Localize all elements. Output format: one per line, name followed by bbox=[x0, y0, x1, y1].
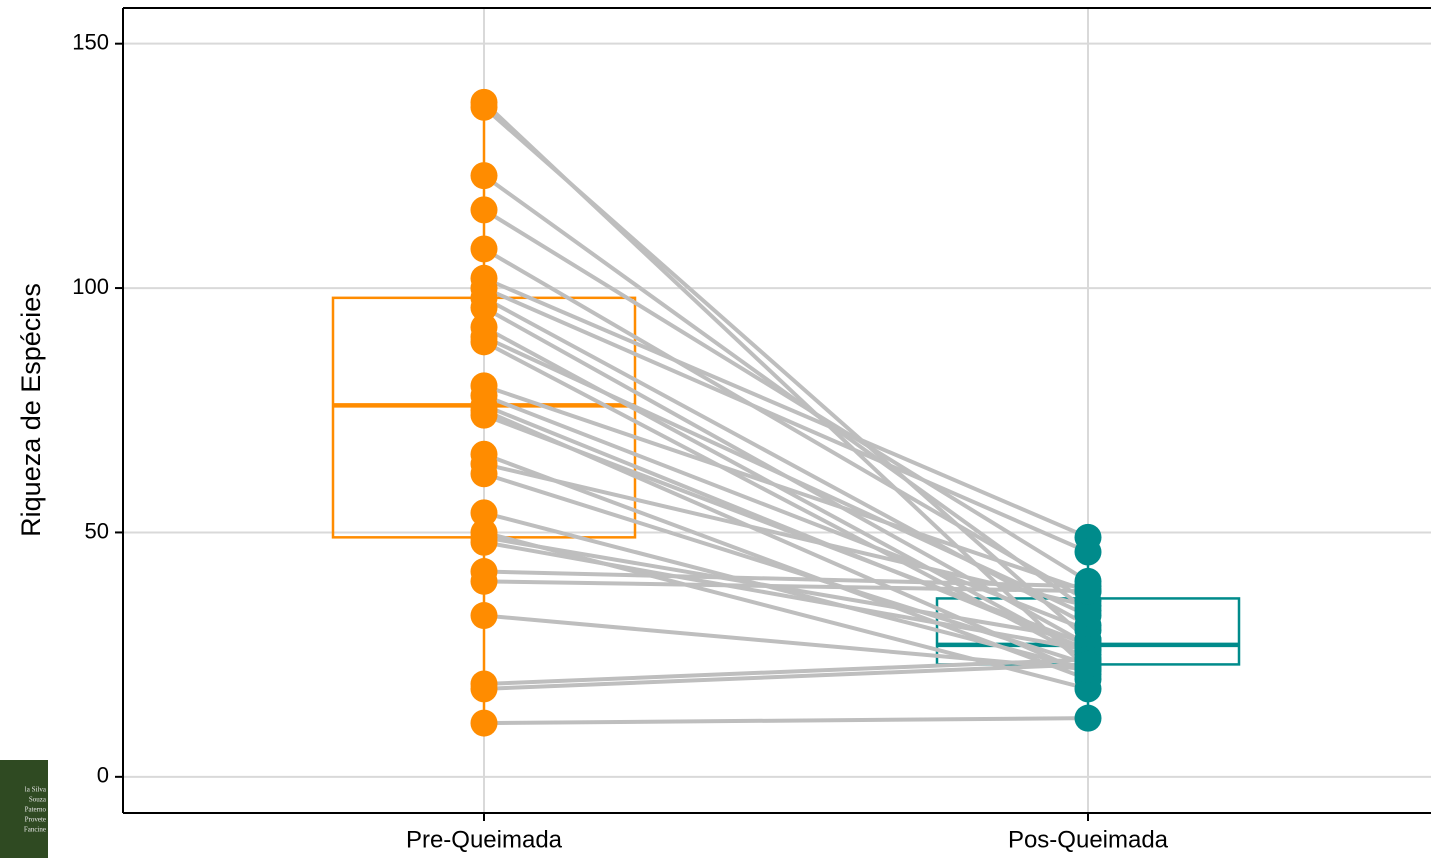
point bbox=[471, 402, 498, 429]
point bbox=[471, 710, 498, 737]
point bbox=[471, 162, 498, 189]
chart: Riqueza de Espécies la Silva Souza Paterno… bbox=[0, 0, 1431, 858]
point bbox=[1075, 578, 1102, 605]
y-axis-label: Riqueza de Espécies bbox=[16, 283, 46, 537]
point bbox=[471, 529, 498, 556]
point bbox=[471, 675, 498, 702]
point bbox=[1075, 538, 1102, 565]
y-tick-label: 100 bbox=[72, 274, 109, 299]
thumbnail-text: Fancine bbox=[24, 826, 46, 834]
point bbox=[471, 460, 498, 487]
x-tick-label: Pos-Queimada bbox=[1008, 826, 1169, 853]
thumbnail-text: Provete bbox=[25, 816, 46, 824]
point bbox=[1075, 651, 1102, 678]
y-tick-label: 50 bbox=[85, 518, 109, 543]
plot-panel bbox=[123, 8, 1431, 813]
point bbox=[471, 568, 498, 595]
y-tick-label: 0 bbox=[97, 763, 109, 788]
point bbox=[471, 328, 498, 355]
point bbox=[471, 196, 498, 223]
x-tick-label: Pre-Queimada bbox=[406, 826, 563, 853]
y-tick-label: 150 bbox=[72, 29, 109, 54]
point bbox=[471, 94, 498, 121]
thumbnail-text: Paterno bbox=[25, 806, 47, 814]
thumbnail: la Silva Souza Paterno Provete Fancine bbox=[0, 760, 48, 858]
thumbnail-text: la Silva bbox=[25, 786, 47, 794]
point bbox=[471, 602, 498, 629]
point bbox=[1075, 705, 1102, 732]
point bbox=[471, 235, 498, 262]
thumbnail-text: Souza bbox=[29, 796, 47, 804]
